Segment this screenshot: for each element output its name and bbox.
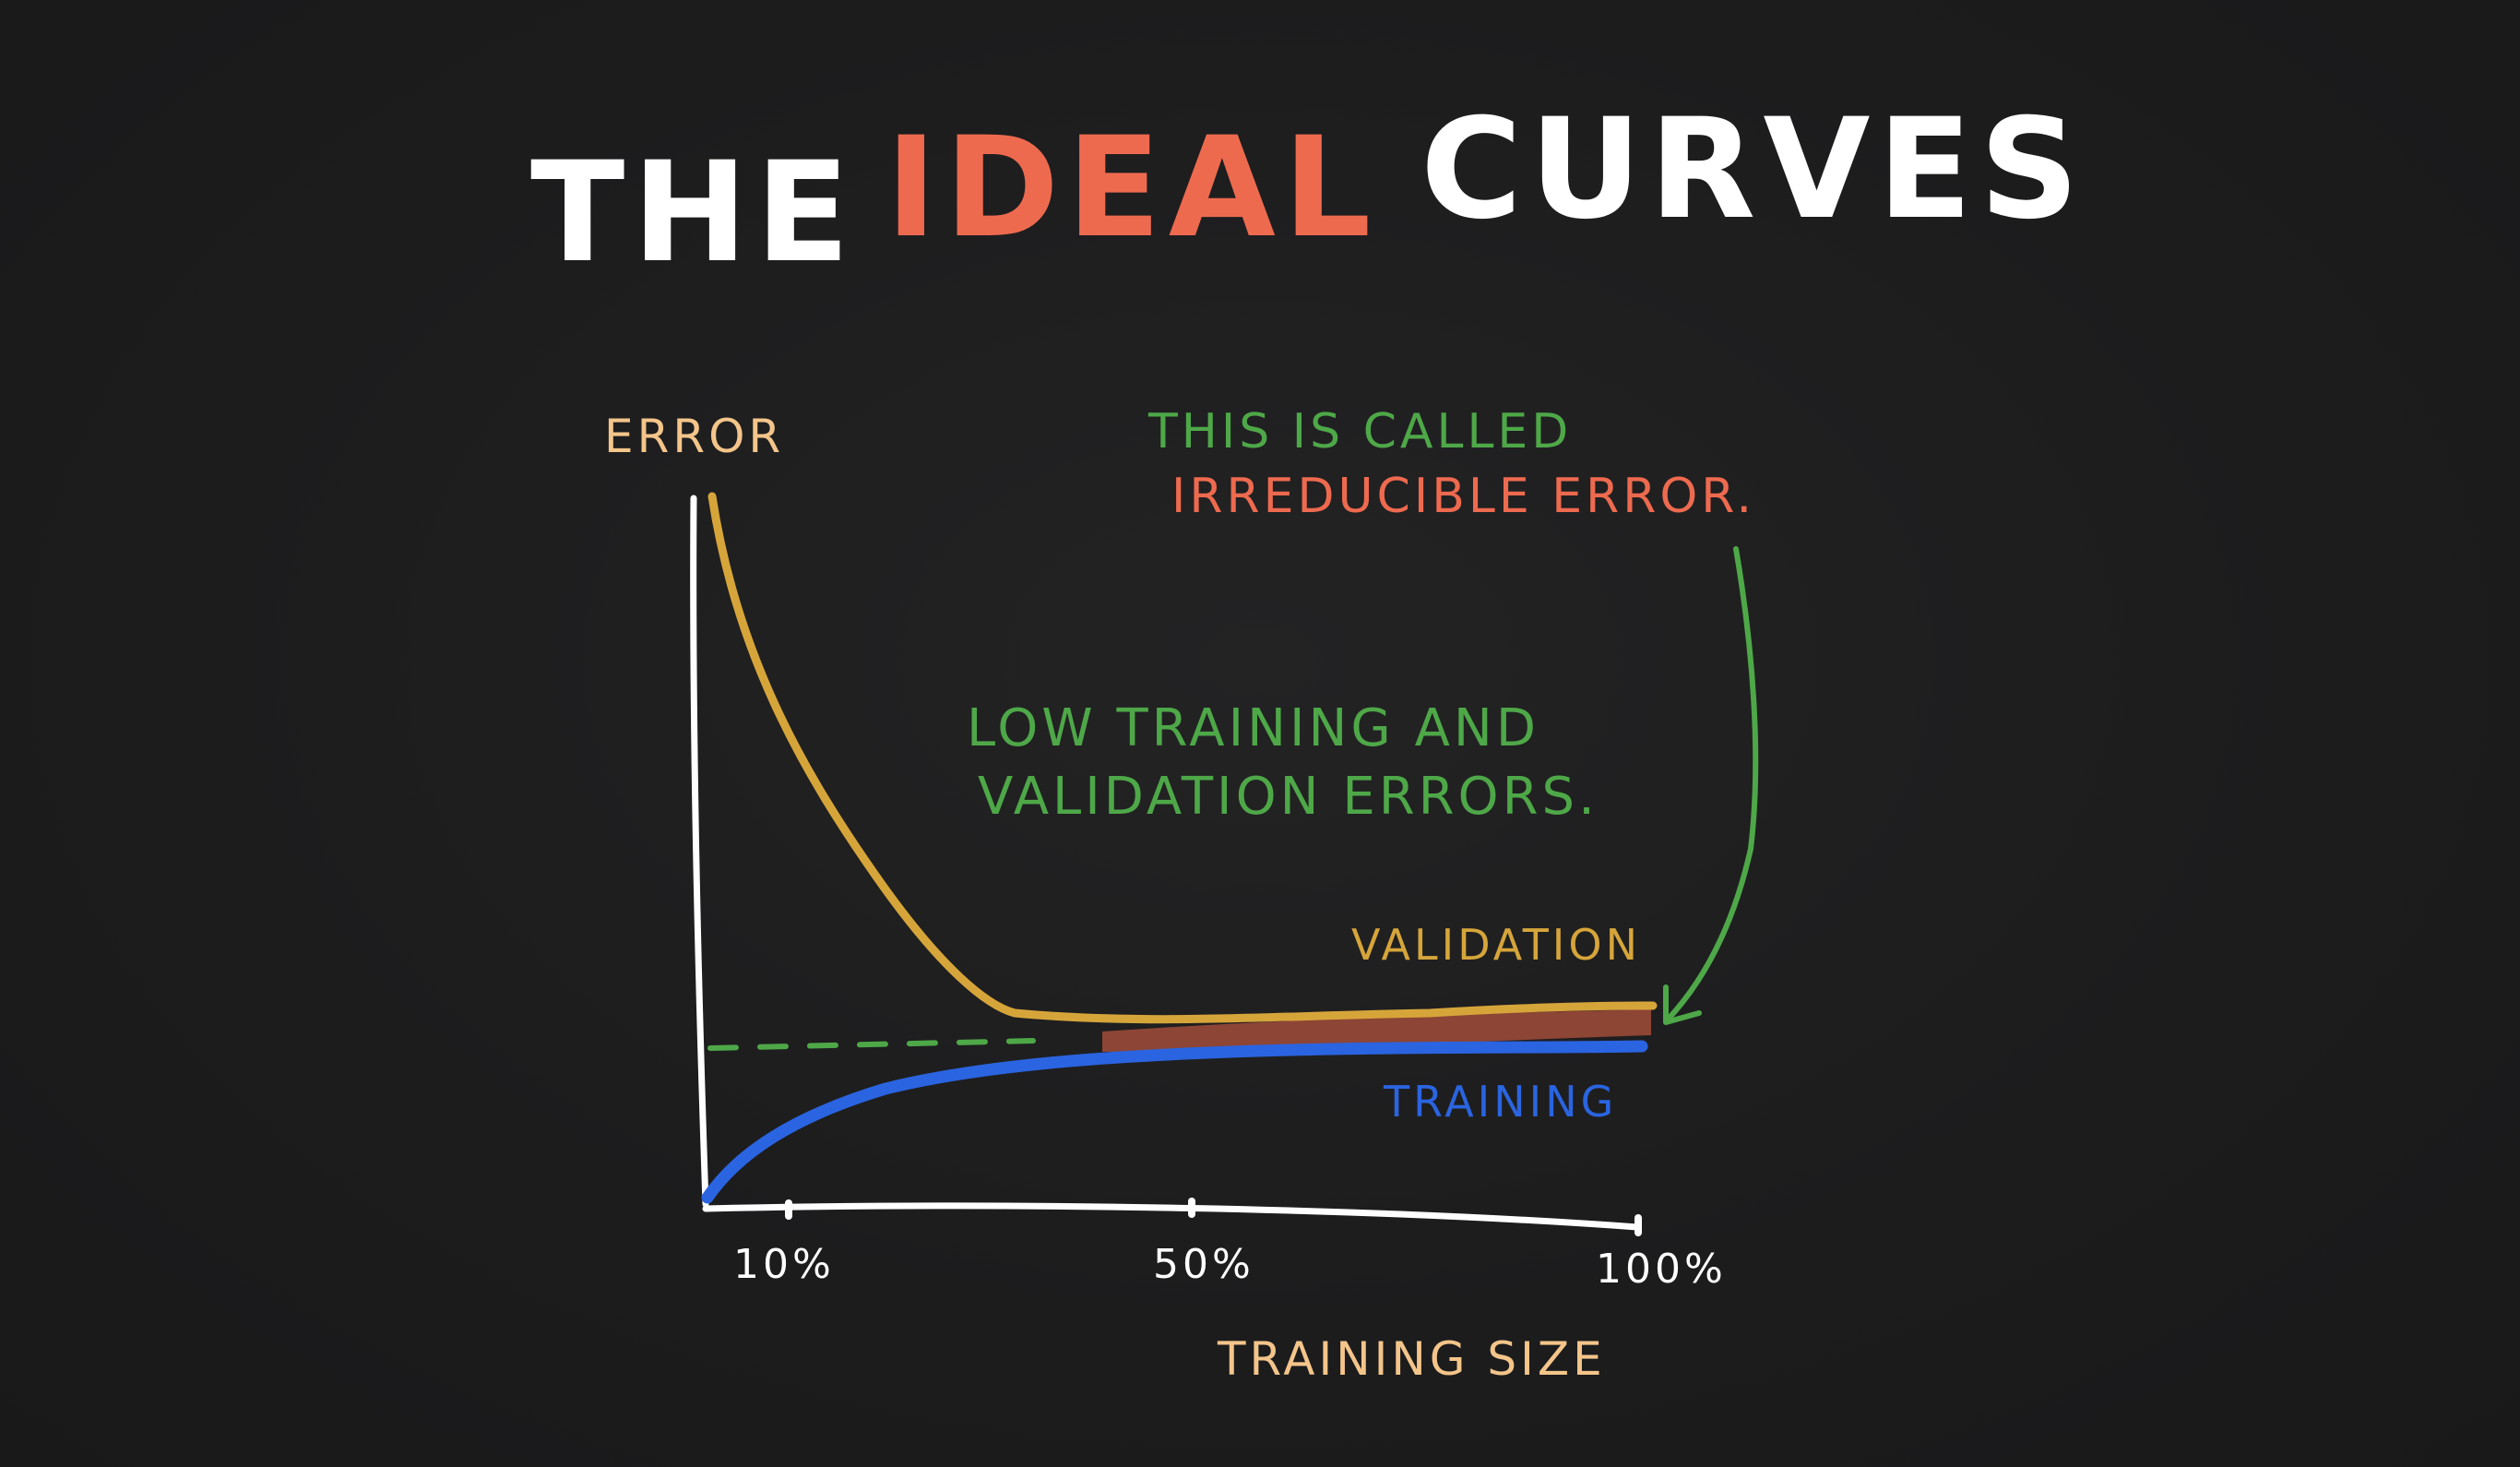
title-word-the: THE bbox=[530, 133, 857, 293]
irreducible-annotation-line1: THIS IS CALLED bbox=[1147, 404, 1572, 459]
x-axis-label: TRAINING SIZE bbox=[1217, 1332, 1606, 1386]
validation-curve bbox=[707, 492, 1658, 1024]
arrow-head-icon bbox=[1663, 984, 1702, 1025]
title-word-ideal: IDEAL bbox=[886, 108, 1378, 268]
annotation-arrow bbox=[1665, 546, 1759, 1022]
irreducible-annotation-line2: IRREDUCIBLE ERROR. bbox=[1171, 469, 1755, 524]
training-label: TRAINING bbox=[1383, 1077, 1617, 1127]
low-errors-annotation-line1: LOW TRAINING AND bbox=[967, 698, 1539, 758]
y-axis bbox=[690, 495, 709, 1208]
irreducible-error-band bbox=[1102, 1009, 1651, 1052]
x-tick-label-10: 10% bbox=[733, 1241, 835, 1288]
low-errors-annotation-line2: VALIDATION ERRORS. bbox=[978, 767, 1599, 827]
title: THE IDEAL CURVES bbox=[530, 89, 2086, 293]
training-curve bbox=[701, 1040, 1648, 1204]
y-axis-label: ERROR bbox=[604, 410, 784, 463]
x-tick-label-50: 50% bbox=[1153, 1241, 1254, 1288]
dashed-error-line bbox=[707, 1038, 1036, 1051]
title-word-curves: CURVES bbox=[1420, 89, 2086, 250]
x-axis bbox=[702, 1202, 1641, 1231]
x-tick-label-100: 100% bbox=[1596, 1246, 1727, 1293]
validation-label: VALIDATION bbox=[1351, 920, 1641, 970]
